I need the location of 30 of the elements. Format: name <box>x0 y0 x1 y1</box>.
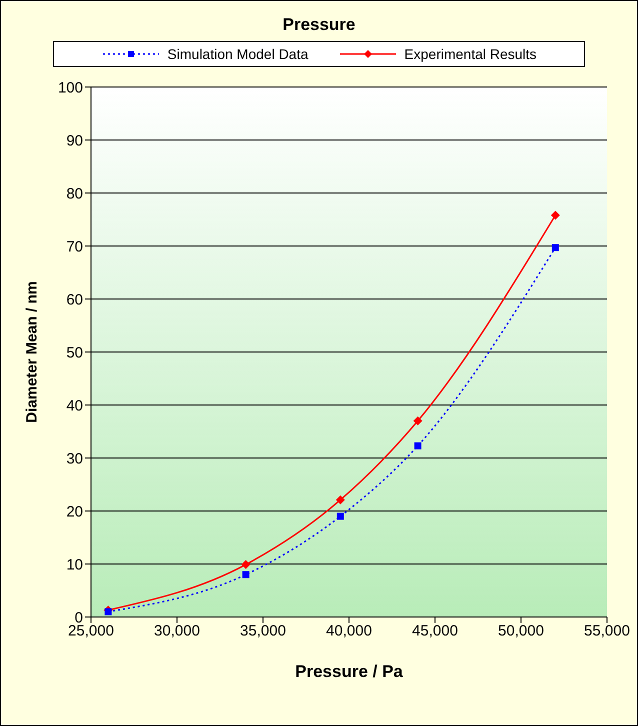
x-tick-label: 55,000 <box>584 622 630 640</box>
y-tick-label: 50 <box>66 344 83 362</box>
x-axis-title: Pressure / Pa <box>295 662 404 681</box>
y-tick-label: 60 <box>66 291 83 308</box>
point <box>241 560 250 570</box>
point <box>242 571 250 578</box>
y-tick-label: 10 <box>66 556 83 574</box>
x-tick-label: 50,000 <box>498 622 544 640</box>
x-tick-label: 35,000 <box>240 622 286 640</box>
legend-label: Experimental Results <box>404 46 537 62</box>
point <box>336 512 344 520</box>
y-tick-label: 30 <box>66 450 83 468</box>
point <box>104 608 112 616</box>
chart-title: Pressure <box>282 15 356 35</box>
y-tick-label: 80 <box>66 185 83 202</box>
y-tick-label: 100 <box>58 79 83 96</box>
legend-label: Simulation Model Data <box>167 46 308 62</box>
point <box>414 442 422 450</box>
x-tick-label: 40,000 <box>326 622 372 640</box>
y-axis-title: Diameter Mean / nm <box>23 281 40 423</box>
y-tick-label: 70 <box>66 238 83 256</box>
point <box>552 244 559 252</box>
y-tick-label: 20 <box>66 503 83 520</box>
point <box>336 495 345 504</box>
point <box>413 416 422 426</box>
x-tick-label: 30,000 <box>154 622 200 640</box>
y-tick-label: 90 <box>66 132 83 150</box>
y-tick-label: 40 <box>66 397 83 414</box>
point <box>550 210 560 220</box>
x-tick-label: 45,000 <box>412 622 458 640</box>
